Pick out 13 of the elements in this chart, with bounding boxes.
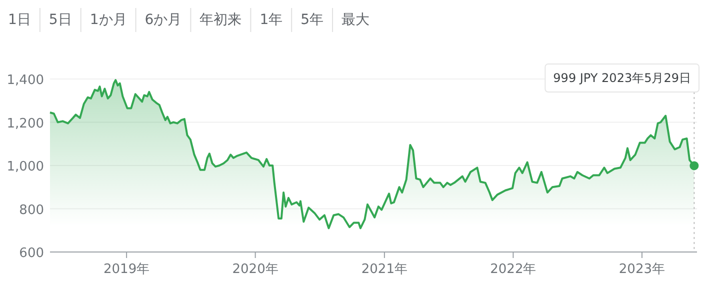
y-tick-label: 1,000 [6, 160, 44, 174]
annotation: 999 JPY 2023年5月29日 [553, 71, 691, 85]
y-tick-label: 1,200 [6, 116, 44, 132]
y-tick-label: 800 [19, 202, 44, 218]
x-tick-label: 2023年 [618, 262, 666, 277]
tooltip: 999 JPY 2023年5月29日 [544, 64, 700, 92]
x-tick-label: 2019年 [104, 262, 150, 277]
tabs: 1日 5日 1か月 6か月 年初来 1年 5年 最大 [8, 8, 370, 32]
x-tick-label: 2022年 [490, 262, 536, 277]
x-tick-label: 2021年 [361, 262, 408, 277]
x-tick-label: 2020年 [232, 262, 278, 277]
y-tick-label: 600 [19, 246, 44, 261]
y-tick-label: 1,400 [6, 73, 44, 88]
